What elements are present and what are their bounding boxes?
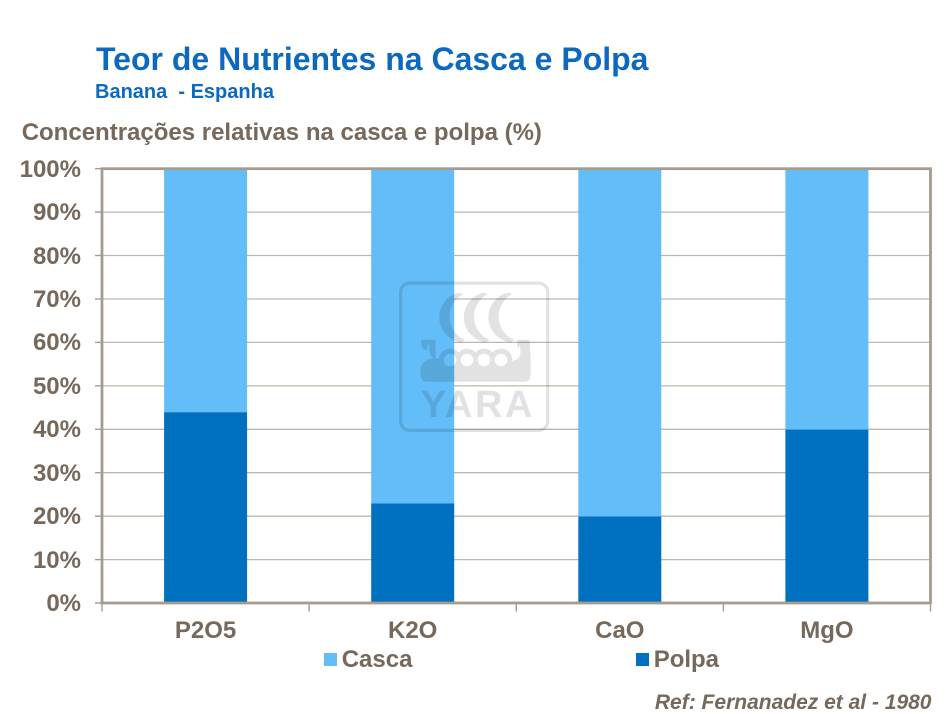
svg-text:YARA: YARA xyxy=(421,384,535,426)
